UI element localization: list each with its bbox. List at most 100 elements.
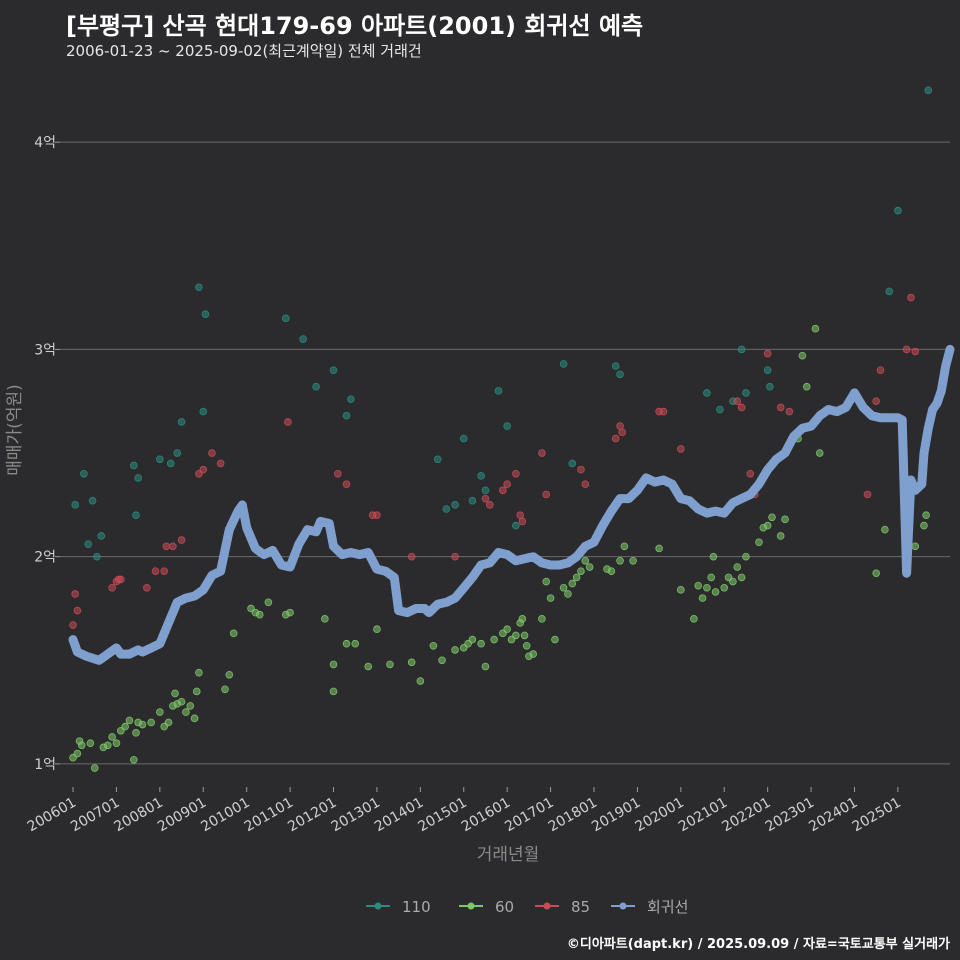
data-point-110 — [281, 314, 290, 323]
data-point-85 — [177, 536, 186, 544]
data-point-110 — [763, 366, 772, 374]
data-point-60 — [468, 635, 477, 644]
data-point-85 — [451, 552, 459, 561]
data-point-85 — [659, 407, 668, 416]
data-point-110 — [459, 434, 468, 443]
data-point-60 — [386, 660, 394, 669]
data-point-60 — [568, 579, 577, 588]
x-tick-label: 201901 — [589, 795, 643, 836]
data-point-60 — [407, 658, 416, 667]
data-point-85 — [911, 347, 920, 356]
data-point-60 — [429, 641, 438, 650]
x-tick-label: 200701 — [68, 795, 122, 836]
data-point-110 — [130, 461, 138, 470]
data-point-85 — [342, 480, 351, 488]
data-point-85 — [407, 552, 416, 561]
data-point-60 — [518, 615, 527, 623]
data-point-60 — [581, 557, 590, 565]
data-point-85 — [108, 583, 116, 592]
data-point-110 — [132, 511, 140, 520]
data-point-60 — [538, 615, 546, 623]
data-point-60 — [542, 577, 551, 586]
data-point-60 — [77, 741, 86, 750]
data-point-85 — [785, 407, 794, 416]
data-point-110 — [494, 387, 503, 395]
data-point-60 — [698, 594, 707, 602]
data-point-110 — [156, 455, 164, 464]
data-point-60 — [529, 650, 538, 658]
data-point-60 — [255, 610, 264, 619]
x-tick-label: 201801 — [546, 795, 600, 836]
data-point-60 — [490, 635, 498, 644]
data-point-85 — [618, 428, 627, 437]
data-point-60 — [351, 639, 360, 648]
data-point-85 — [907, 293, 915, 302]
data-point-110 — [433, 455, 442, 464]
data-point-60 — [321, 615, 329, 623]
x-tick-label: 202501 — [850, 795, 904, 836]
data-point-60 — [755, 538, 763, 546]
data-point-60 — [520, 631, 529, 640]
data-point-60 — [451, 646, 459, 654]
data-point-85 — [512, 469, 520, 478]
data-point-110 — [80, 469, 88, 478]
legend-item-60: 60 — [459, 898, 514, 916]
data-point-85 — [733, 397, 742, 406]
source-caption: ©디아파트(dapt.kr) / 2025.09.09 / 자료=국토교통부 실… — [566, 937, 950, 952]
data-point-85 — [516, 511, 524, 520]
data-point-85 — [373, 511, 381, 520]
data-point-85 — [503, 480, 511, 488]
data-point-85 — [169, 542, 177, 551]
page-subtitle: 2006-01-23 ~ 2025-09-02(최근계약일) 전체 거래건 — [66, 42, 422, 60]
x-tick-label: 202201 — [719, 795, 773, 836]
x-tick-label: 201401 — [372, 795, 426, 836]
legend-swatch-dot — [619, 902, 627, 910]
data-point-60 — [703, 583, 711, 592]
data-point-85 — [863, 490, 872, 499]
data-point-110 — [568, 459, 577, 468]
data-point-60 — [720, 583, 729, 592]
x-tick-label: 202301 — [763, 795, 817, 836]
data-point-110 — [512, 521, 520, 530]
data-point-60 — [125, 716, 134, 725]
x-axis-label: 거래년월 — [477, 845, 540, 865]
data-point-60 — [737, 573, 746, 582]
data-point-60 — [551, 635, 559, 644]
data-point-110 — [737, 345, 746, 354]
data-point-110 — [312, 382, 320, 391]
data-point-60 — [620, 542, 629, 551]
data-point-60 — [132, 729, 140, 737]
data-point-60 — [503, 625, 511, 634]
legend: 110 60 85 회귀선 — [366, 898, 688, 916]
regression-line-group — [68, 344, 955, 665]
data-point-60 — [138, 720, 147, 729]
data-point-85 — [611, 434, 620, 443]
legend-item-85: 85 — [535, 898, 590, 916]
data-point-85 — [746, 469, 755, 478]
data-point-85 — [143, 583, 151, 592]
page-title: [부평구] 산곡 현대179-69 아파트(2001) 회귀선 예측 — [66, 12, 644, 40]
data-point-110 — [342, 411, 351, 420]
legend-item-regression: 회귀선 — [611, 898, 688, 916]
y-axis-label: 매매가(억원) — [5, 384, 25, 475]
data-point-60 — [522, 641, 531, 650]
data-point-60 — [286, 608, 294, 617]
data-point-60 — [329, 687, 338, 696]
data-point-110 — [468, 496, 477, 505]
data-point-60 — [130, 755, 138, 764]
data-point-85 — [486, 501, 494, 509]
legend-label: 110 — [402, 898, 431, 916]
data-point-60 — [776, 532, 785, 540]
x-tick-label: 202101 — [676, 795, 730, 836]
data-point-60 — [815, 449, 824, 457]
data-point-60 — [881, 525, 889, 534]
x-tick-label: 201101 — [242, 795, 296, 836]
legend-swatch-dot — [467, 902, 475, 910]
data-point-60 — [733, 563, 742, 571]
data-point-60 — [768, 513, 776, 522]
axes: 1억2억3억4억20060120070120080120090120100120… — [25, 135, 904, 835]
data-point-110 — [195, 283, 203, 292]
data-point-85 — [677, 445, 685, 453]
data-point-60 — [629, 557, 637, 565]
data-point-110 — [134, 474, 142, 482]
